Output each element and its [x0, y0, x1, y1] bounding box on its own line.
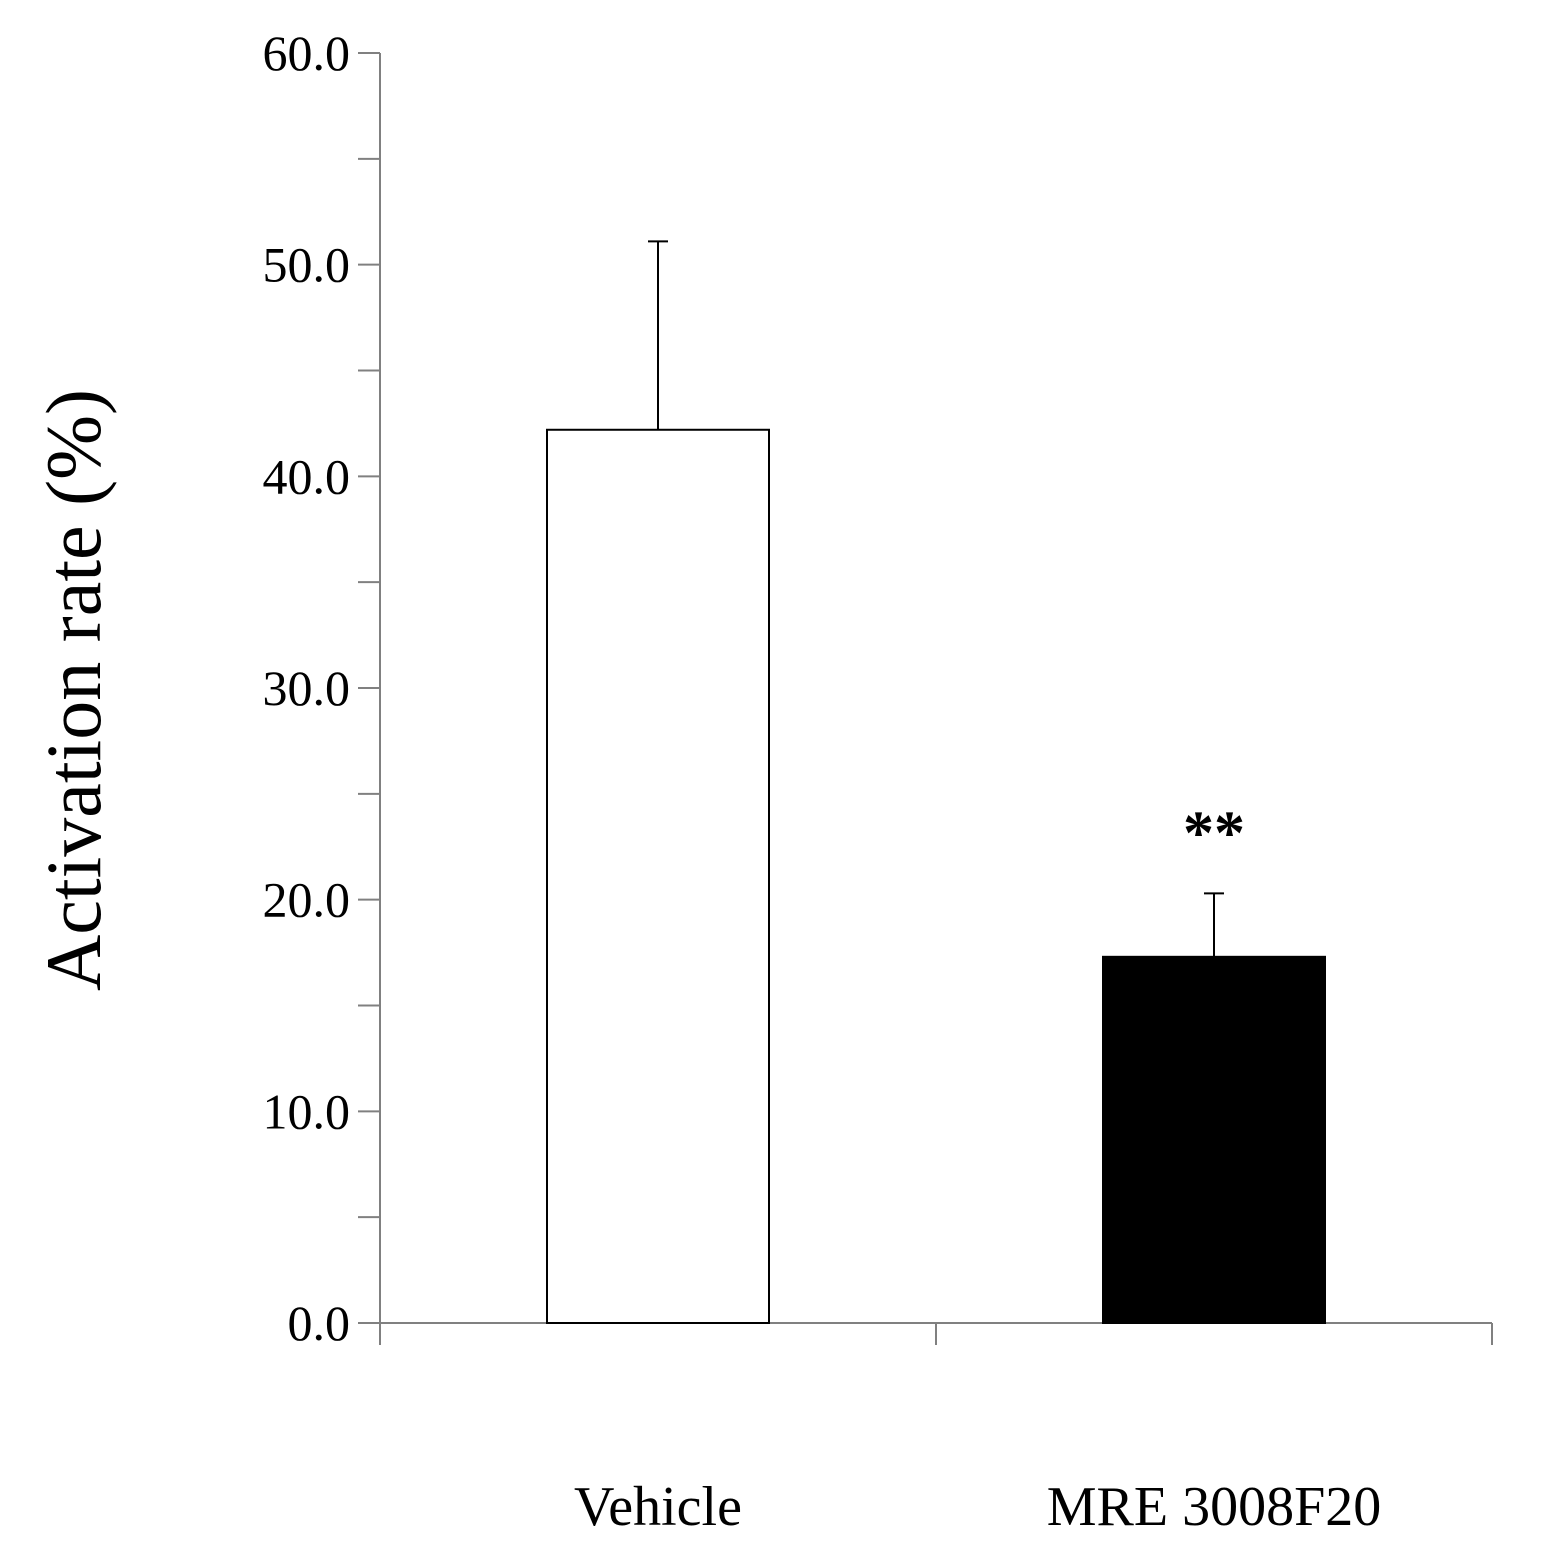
y-tick-label: 20.0 — [263, 872, 351, 928]
error-bars — [648, 240, 1224, 957]
x-category-label: Vehicle — [574, 1476, 742, 1538]
y-tick-label: 30.0 — [263, 660, 351, 716]
y-axis-title: Activation rate (%) — [30, 389, 117, 991]
bars — [546, 428, 1326, 1324]
labels: 0.0 10.0 20.0 30.0 40.0 50.0 60.0 Vehicle MRE 30… — [263, 25, 1382, 1538]
y-tick-label: 50.0 — [263, 237, 351, 293]
y-tick-label: 10.0 — [263, 1083, 351, 1139]
significance-annotation: ** — [1183, 799, 1245, 867]
y-tick-label: 60.0 — [263, 25, 351, 81]
bar-mre-3008f20 — [1102, 955, 1326, 1324]
y-tick-label: 0.0 — [288, 1295, 351, 1351]
bar-vehicle — [546, 428, 770, 1324]
x-category-label: MRE 3008F20 — [1047, 1476, 1382, 1538]
y-tick-label: 40.0 — [263, 448, 351, 504]
